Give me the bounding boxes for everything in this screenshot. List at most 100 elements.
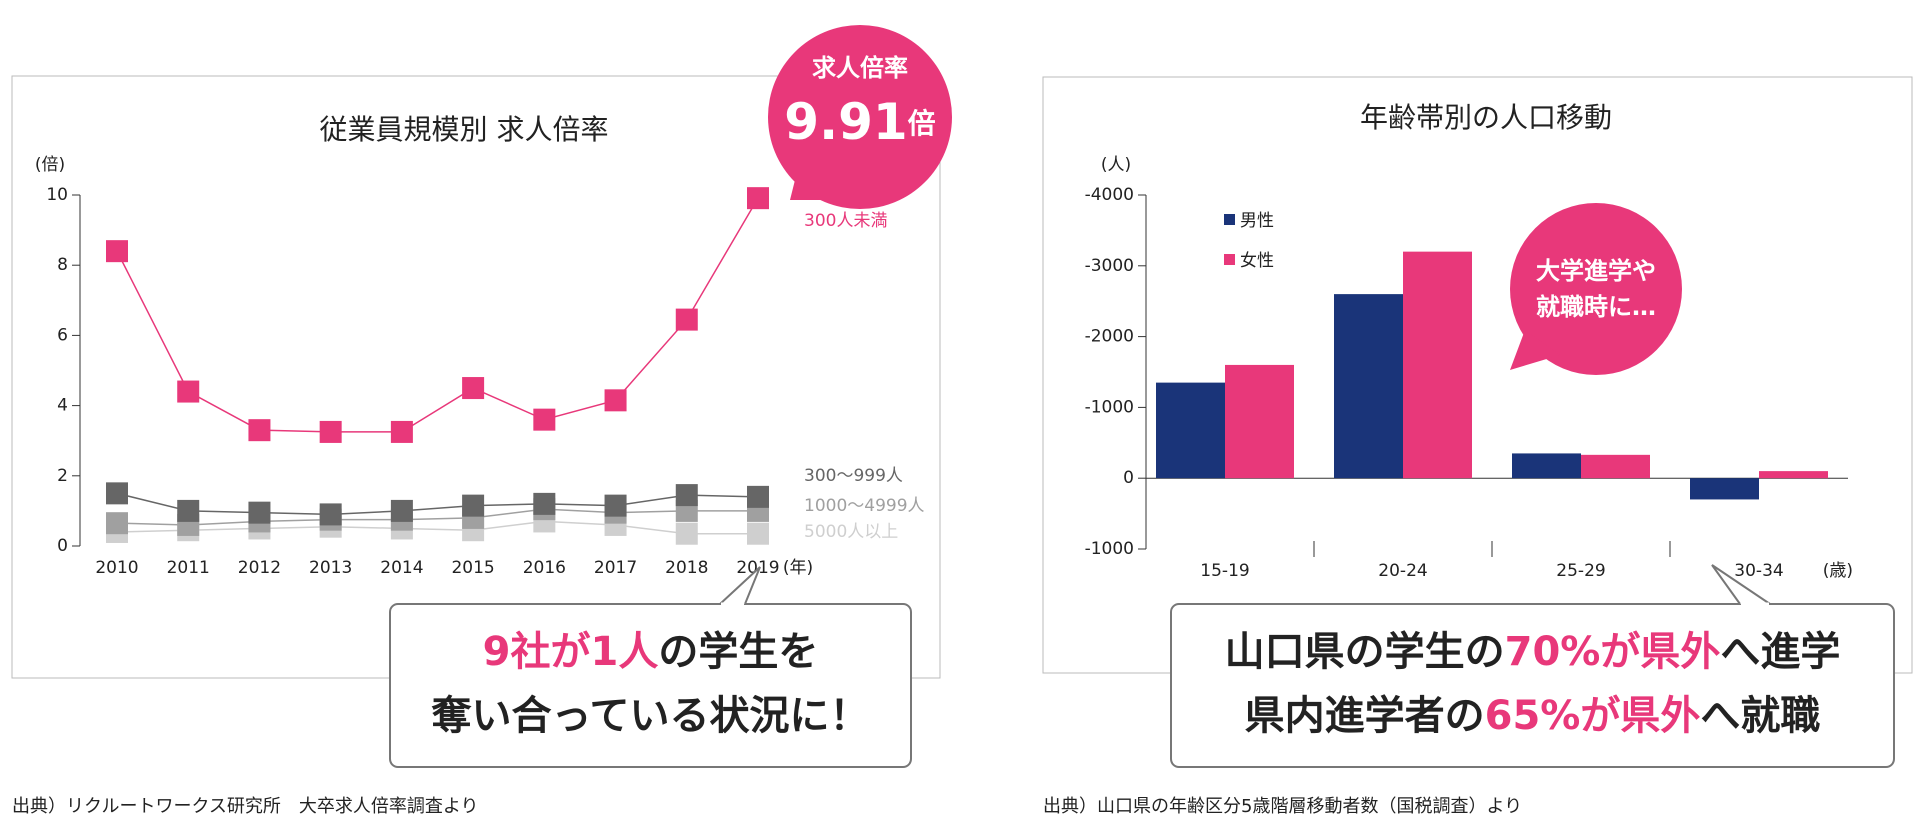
callout-line: 県内進学者の65%が県外へ就職 [1245, 693, 1821, 739]
bubble-text: 大学進学や [1536, 257, 1656, 285]
callout-part: へ進学 [1720, 629, 1840, 675]
y-tick-label: 8 [57, 255, 68, 275]
series-label: 300〜999人 [804, 466, 903, 486]
callout-tail [1711, 564, 1771, 605]
x-tick-label: 2012 [238, 558, 281, 578]
callout-part: へ就職 [1700, 693, 1820, 739]
series-line [116, 492, 759, 516]
y-tick-label: 0 [1123, 468, 1134, 488]
marker [675, 522, 698, 545]
y-tick-label: 6 [57, 325, 68, 345]
y-tick-label: -1000 [1085, 397, 1134, 417]
marker [462, 494, 485, 517]
marker [604, 494, 627, 517]
callout-tail [719, 566, 761, 605]
marker [177, 499, 200, 522]
x-tick-label: 2015 [451, 558, 494, 578]
bar [1512, 453, 1581, 479]
marker [319, 420, 342, 443]
marker [319, 503, 342, 526]
callout-part: 県内進学者の [1245, 693, 1485, 739]
legend-swatch [1224, 254, 1235, 265]
x-tick-label: 2014 [380, 558, 423, 578]
y-tick-label: -4000 [1085, 185, 1134, 205]
callout-part: 奪い合っている状況に！ [432, 693, 870, 739]
x-unit: (年) [783, 558, 813, 578]
y-tick-label: -3000 [1085, 256, 1134, 276]
callout-box [389, 603, 912, 768]
marker [604, 389, 627, 412]
chart-title: 従業員規模別 求人倍率 [320, 113, 609, 146]
bubble-tail [790, 160, 835, 200]
bubble-unit: 倍 [908, 107, 936, 140]
series-label: 5000人以上 [804, 522, 898, 542]
y-tick-label: 10 [46, 185, 68, 205]
marker [675, 484, 698, 507]
bar [1403, 251, 1472, 479]
x-tick-label: 2016 [523, 558, 566, 578]
callout-line: 奪い合っている状況に！ [432, 693, 870, 739]
marker [106, 512, 128, 535]
y-tick-label: 0 [57, 536, 68, 556]
bar [1225, 364, 1294, 479]
y-unit: (倍) [35, 155, 65, 175]
marker [390, 420, 413, 443]
legend-label: 女性 [1240, 251, 1274, 271]
y-tick-label: -2000 [1085, 327, 1134, 347]
callout-line: 山口県の学生の70%が県外へ進学 [1225, 629, 1841, 675]
bubble-text: 就職時に… [1536, 293, 1656, 321]
x-tick-label: 30-34 [1734, 561, 1783, 581]
callout-box [1170, 603, 1895, 768]
bubble: 求人倍率 9.91倍 [768, 25, 952, 209]
marker [747, 485, 769, 508]
callout-line: 9社が1人の学生を [483, 629, 819, 675]
source: 出典）リクルートワークス研究所 大卒求人倍率調査より [12, 796, 479, 817]
bar [1759, 471, 1828, 479]
x-tick-label: 2013 [309, 558, 352, 578]
marker [675, 308, 698, 331]
marker [106, 482, 128, 505]
callout-part: 9社が1人 [483, 629, 659, 675]
right-frame [1042, 76, 1913, 674]
marker [177, 380, 200, 403]
marker [533, 492, 556, 515]
callout-part: 65%が県外 [1485, 693, 1701, 739]
legend-swatch [1224, 214, 1235, 225]
bar [1690, 478, 1759, 500]
bubble-circle [1510, 203, 1682, 375]
series-line [116, 197, 759, 433]
x-tick-label: 2011 [167, 558, 210, 578]
y-unit: (人) [1101, 155, 1131, 175]
marker [533, 408, 556, 431]
bubble-circle [768, 25, 952, 209]
callout-part: 70%が県外 [1505, 629, 1721, 675]
series-label: 1000〜4999人 [804, 496, 925, 516]
bubble-tail [1510, 330, 1560, 370]
marker [747, 187, 769, 210]
series-line [116, 508, 758, 526]
marker [390, 499, 413, 522]
series-line [116, 520, 758, 535]
bubble-number: 9.91 [784, 93, 907, 151]
bubble: 大学進学や就職時に… [1510, 203, 1682, 375]
x-tick-label: 25-29 [1556, 561, 1605, 581]
callout-part: の学生を [658, 629, 818, 675]
marker [747, 522, 769, 545]
y-tick-label: -1000 [1085, 539, 1134, 559]
series-label: 300人未満 [804, 211, 887, 231]
marker [462, 377, 485, 400]
y-tick-label: 4 [57, 396, 68, 416]
callout-part: 山口県の学生の [1225, 629, 1505, 675]
x-tick-label: 2018 [665, 558, 708, 578]
marker [248, 419, 271, 442]
x-tick-label: 20-24 [1378, 561, 1427, 581]
x-unit: (歳) [1823, 561, 1853, 581]
marker [248, 501, 271, 524]
x-tick-label: 15-19 [1200, 561, 1249, 581]
legend-label: 男性 [1240, 211, 1274, 231]
bubble-value: 9.91倍 [784, 93, 935, 151]
source: 出典）山口県の年齢区分5歳階層移動者数（国税調査）より [1043, 796, 1522, 817]
